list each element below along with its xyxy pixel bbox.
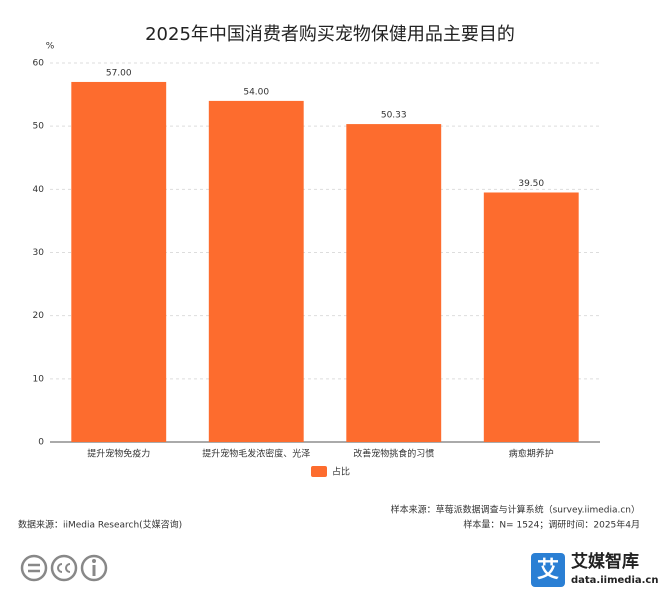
chart-title: 2025年中国消费者购买宠物保健用品主要目的	[145, 24, 515, 45]
bar	[71, 81, 167, 442]
y-tick-label: 40	[33, 185, 45, 195]
y-tick-label: 10	[33, 374, 45, 384]
data-source: 数据来源：iiMedia Research(艾媒咨询)	[18, 519, 182, 531]
logo-url: data.iimedia.cn	[571, 575, 658, 586]
value-label: 50.33	[381, 111, 407, 121]
sample-source: 样本来源：草莓派数据调查与计算系统（survey.iimedia.cn）	[391, 504, 640, 516]
y-tick-label: 0	[38, 438, 44, 448]
value-label: 57.00	[106, 68, 132, 78]
logo-icon: 艾	[537, 558, 559, 583]
logo-box	[531, 553, 565, 587]
bar	[483, 192, 579, 442]
x-tick-label: 提升宠物毛发浓密度、光泽	[202, 448, 310, 460]
bar	[346, 124, 442, 443]
value-label: 39.50	[518, 179, 544, 189]
legend-label: 占比	[332, 466, 350, 478]
x-tick-label: 病愈期养护	[509, 448, 554, 460]
legend-swatch	[311, 466, 327, 477]
logo-name: 艾媒智库	[571, 551, 639, 572]
y-tick-label: 60	[33, 59, 45, 69]
y-tick-label: 50	[33, 122, 45, 132]
sample-size: 样本量：N= 1524；调研时间：2025年4月	[463, 519, 640, 531]
y-tick-label: 20	[33, 311, 45, 321]
y-tick-label: 30	[33, 248, 45, 258]
y-unit: %	[46, 42, 55, 52]
bar	[208, 100, 304, 443]
cc-icons	[20, 554, 108, 582]
x-tick-label: 改善宠物挑食的习惯	[353, 448, 434, 460]
x-tick-label: 提升宠物免疫力	[87, 448, 150, 460]
value-label: 54.00	[243, 87, 269, 97]
